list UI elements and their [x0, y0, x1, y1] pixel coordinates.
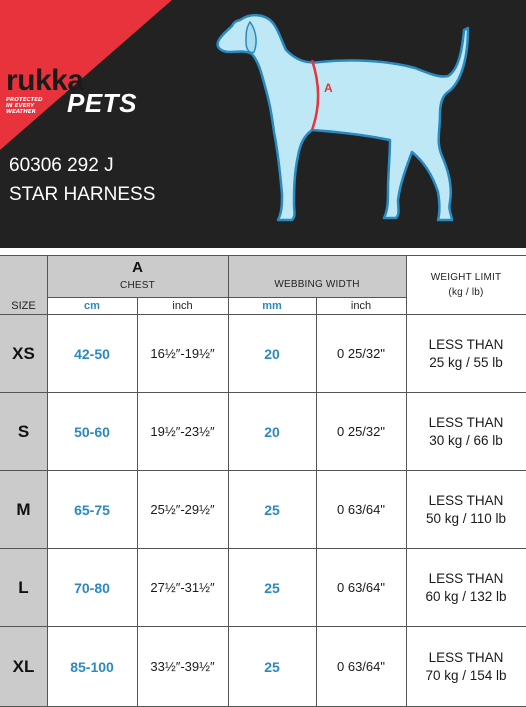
size-s-label: S [17, 421, 30, 441]
table-top-border [0, 255, 526, 256]
webbing-inch-value: 0 25/32" [337, 424, 385, 439]
chest-inch-value: 27½″-31½″ [150, 580, 215, 595]
webbing-mm-value: 20 [264, 345, 280, 362]
size-header: SIZE [11, 299, 36, 312]
column-divider [137, 297, 138, 707]
dog-silhouette [216, 13, 470, 222]
webbing-inch-header: inch [350, 299, 372, 312]
chest-header-background [47, 255, 228, 297]
column-divider [47, 255, 48, 707]
chest-inch-header: inch [172, 299, 193, 312]
size-column-background [0, 255, 47, 707]
weight-limit-value: LESS THAN 70 kg / 154 lb [425, 649, 507, 683]
chest-cm-value: 42-50 [74, 345, 110, 362]
weight-limit-value: LESS THAN 25 kg / 55 lb [428, 336, 504, 370]
chest-cm-value: 85-100 [70, 658, 114, 675]
brand-logo-pets: PETS [67, 88, 137, 118]
dog-ear [245, 20, 257, 54]
webbing-mm-value: 25 [264, 658, 280, 675]
webbing-inch-value: 0 63/64" [337, 659, 385, 674]
webbing-inch-value: 0 25/32" [337, 346, 385, 361]
brand-triangle-shape [0, 0, 172, 150]
row-divider [0, 470, 526, 471]
chest-marker-label: A [324, 81, 333, 95]
chest-cm-value: 70-80 [74, 579, 110, 596]
column-divider [406, 255, 407, 707]
size-m-label: M [16, 499, 31, 519]
weight-limit-value: LESS THAN 30 kg / 66 lb [428, 414, 504, 448]
size-l-label: L [18, 577, 29, 597]
weight-limit-value: LESS THAN 60 kg / 132 lb [425, 570, 507, 604]
chest-header: CHEST [120, 279, 155, 291]
product-name: STAR HARNESS [9, 184, 156, 205]
chest-inch-value: 25½″-29½″ [150, 502, 215, 517]
webbing-inch-value: 0 63/64" [337, 580, 385, 595]
column-divider [228, 255, 229, 707]
chest-cm-header: cm [84, 299, 100, 312]
header-bottom-border [0, 314, 526, 315]
brand-tagline: PROTECTED IN EVERY WEATHER [6, 97, 43, 115]
webbing-width-header: WEBBING WIDTH [274, 278, 360, 290]
chest-inch-value: 33½″-39½″ [150, 659, 215, 674]
webbing-inch-value: 0 63/64" [337, 502, 385, 517]
chest-cm-value: 50-60 [74, 423, 110, 440]
weight-limit-value: LESS THAN 50 kg / 110 lb [425, 492, 507, 526]
chest-inch-value: 19½″-23½″ [150, 424, 215, 439]
chest-letter-header: A [132, 258, 143, 276]
brand-logo-name: rukka [6, 64, 84, 97]
row-divider [0, 548, 526, 549]
webbing-mm-value: 20 [264, 423, 280, 440]
product-code: 60306 292 J [9, 155, 114, 176]
webbing-header-background [228, 255, 406, 297]
webbing-mm-value: 25 [264, 579, 280, 596]
size-xs-label: XS [12, 343, 35, 363]
weight-units-header: (kg / lb) [448, 286, 484, 298]
subheader-divider [47, 297, 406, 298]
chest-cm-value: 65-75 [74, 501, 110, 518]
chest-measurement-line [310, 59, 320, 131]
column-divider [316, 297, 317, 707]
weight-limit-header: WEIGHT LIMIT [430, 271, 502, 283]
row-divider [0, 392, 526, 393]
webbing-mm-value: 25 [264, 501, 280, 518]
product-header: rukka PROTECTED IN EVERY WEATHER PETS 60… [0, 0, 526, 248]
webbing-mm-header: mm [262, 299, 282, 312]
chest-inch-value: 16½″-19½″ [150, 346, 215, 361]
row-divider [0, 626, 526, 627]
dog-measurement-illustration: A [216, 13, 470, 222]
size-xl-label: XL [12, 656, 35, 676]
